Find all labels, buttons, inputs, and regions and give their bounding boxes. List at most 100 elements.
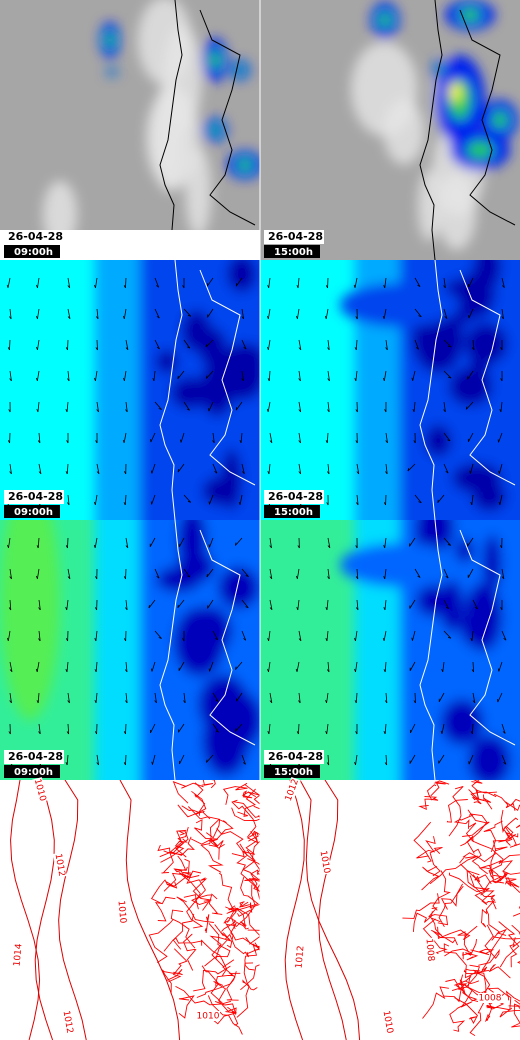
wind-arrow-head xyxy=(123,285,126,289)
time-box xyxy=(4,765,60,778)
isobar xyxy=(502,817,519,846)
wind-arrow-head xyxy=(66,731,70,735)
coastline xyxy=(419,0,443,260)
wind-arrow xyxy=(151,494,156,505)
wind-arrow xyxy=(241,630,247,641)
wind-arrow-head xyxy=(355,545,358,549)
wind-arrow xyxy=(467,568,474,578)
isobar xyxy=(34,780,55,1040)
wind-arrow xyxy=(443,370,452,379)
wind-arrow xyxy=(499,494,503,505)
field-cell xyxy=(468,735,511,780)
isobar xyxy=(243,962,258,991)
wind-arrow-head xyxy=(96,471,100,475)
wind-arrow xyxy=(150,723,156,734)
wind-arrow-head xyxy=(245,606,249,609)
wind-arrow xyxy=(239,494,243,505)
isobar-label: 1012 xyxy=(295,945,307,969)
isobar xyxy=(245,937,260,949)
wind-arrow xyxy=(125,277,127,289)
wind-arrow-head xyxy=(407,468,410,472)
wind-arrow-head xyxy=(7,440,10,444)
wind-arrow xyxy=(267,308,271,319)
wind-arrow-head xyxy=(125,700,128,704)
isobar xyxy=(448,872,490,896)
wind-arrow xyxy=(468,277,474,288)
wind-arrow-head xyxy=(298,471,301,475)
wind-arrow-head xyxy=(186,346,191,349)
wind-arrow xyxy=(412,370,416,381)
isobar xyxy=(244,949,257,971)
wind-arrow-head xyxy=(156,346,160,350)
isobar xyxy=(231,799,257,838)
wind-arrow xyxy=(66,661,69,672)
wind-arrow xyxy=(414,692,416,704)
wind-arrow xyxy=(9,339,11,351)
isobar xyxy=(284,780,305,1040)
coastline xyxy=(159,520,183,780)
wind-arrow xyxy=(7,630,11,641)
wind-arrow-head xyxy=(243,346,247,350)
wind-arrow-head xyxy=(355,316,358,320)
isobar xyxy=(194,819,218,843)
precip-core xyxy=(209,50,221,70)
wind-arrow xyxy=(209,661,214,672)
isobar xyxy=(429,846,443,877)
map-panel xyxy=(259,520,520,780)
wind-arrow-head xyxy=(327,576,330,580)
date-box xyxy=(264,230,324,244)
wind-arrow xyxy=(212,723,219,733)
wind-arrow-head xyxy=(384,762,388,766)
wind-arrow-head xyxy=(411,637,413,641)
wind-arrow-head xyxy=(472,700,476,704)
wind-arrow-head xyxy=(36,700,39,704)
wind-arrow-head xyxy=(123,502,126,506)
wind-arrow xyxy=(38,630,41,641)
map-panel xyxy=(0,520,260,780)
isobar xyxy=(240,942,260,991)
wind-arrow-head xyxy=(327,378,330,382)
wind-arrow-head xyxy=(36,346,38,351)
wind-arrow-head xyxy=(151,668,153,672)
wind-arrow xyxy=(177,463,185,473)
wind-arrow xyxy=(269,692,273,703)
isobar xyxy=(505,801,520,829)
wind-arrow xyxy=(37,308,40,319)
isobar xyxy=(480,908,487,928)
isobar xyxy=(119,780,181,1040)
wind-arrow-head xyxy=(443,285,446,289)
wind-arrow-head xyxy=(205,344,208,348)
wind-arrow xyxy=(67,308,71,319)
wind-arrow xyxy=(501,568,505,579)
wind-arrow-head xyxy=(269,700,273,704)
wind-arrow xyxy=(154,692,157,703)
cloud xyxy=(417,169,441,242)
wind-arrow xyxy=(38,463,42,474)
wind-arrow xyxy=(409,754,416,764)
wind-arrow xyxy=(407,463,416,472)
wind-arrow-head xyxy=(187,575,191,578)
isobar-label-bg xyxy=(32,777,48,803)
wind-arrow-head xyxy=(183,700,186,704)
isobar xyxy=(170,909,196,949)
wind-arrow xyxy=(438,692,445,702)
wind-arrow-head xyxy=(123,762,126,766)
date-label: 26-04-28 xyxy=(268,230,323,243)
wind-arrow xyxy=(125,661,128,672)
isobar-label: 1012 xyxy=(53,853,67,877)
wind-arrow-head xyxy=(295,668,298,672)
isobar xyxy=(456,985,473,1010)
wind-arrow-head xyxy=(411,377,414,381)
wind-arrow xyxy=(471,723,474,735)
wind-arrow xyxy=(94,537,98,548)
wind-arrow xyxy=(472,339,475,350)
isobar xyxy=(440,883,463,910)
panel-content xyxy=(260,0,520,260)
field-cell xyxy=(198,327,227,368)
wind-arrow-head xyxy=(267,731,270,735)
time-box xyxy=(264,765,320,778)
isobar xyxy=(454,997,478,1024)
isobar xyxy=(10,780,41,1040)
wind-arrow-head xyxy=(383,669,386,673)
wind-arrow-head xyxy=(324,315,327,319)
